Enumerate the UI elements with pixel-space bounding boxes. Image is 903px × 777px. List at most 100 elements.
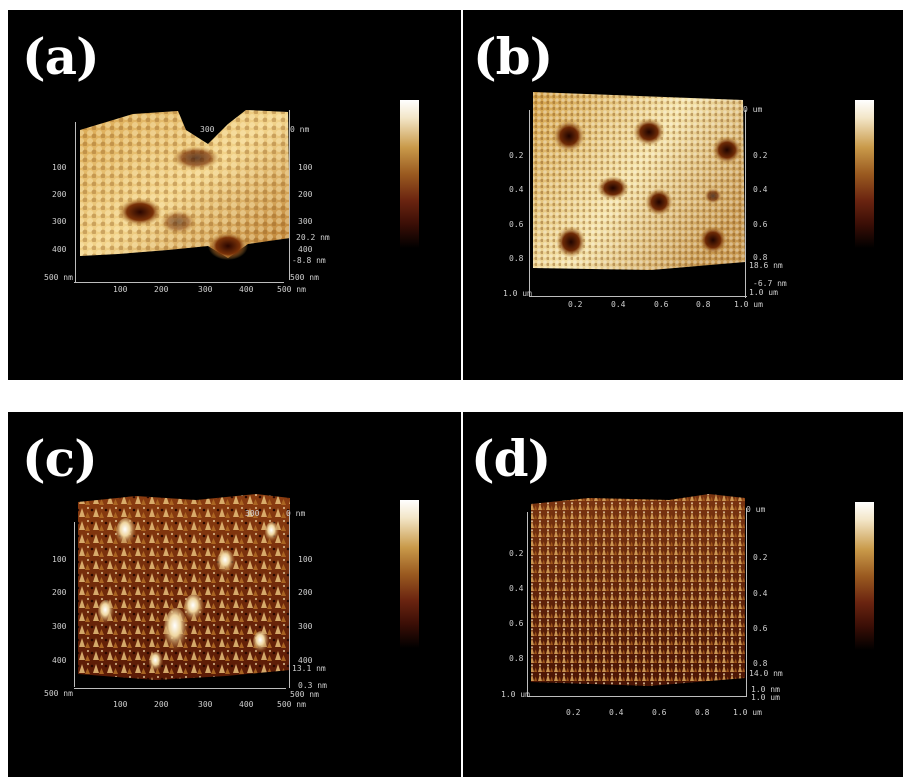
color-scale-bar-a [400, 100, 419, 248]
right-tick-a: 200 [298, 190, 313, 199]
afm-panel-b: (b) 0.2 0.4 0.6 0.8 1.0 um 0 um 0 [463, 10, 903, 380]
right-tick-c: 400 [298, 656, 313, 665]
panel-label-a: (a) [22, 27, 100, 86]
axis-line-d [746, 508, 747, 696]
z-label-b: -6.7 nm [753, 279, 787, 288]
left-tick-a: 500 nm [44, 273, 73, 282]
right-tick-c: 200 [298, 588, 313, 597]
right-tick-d: 0.6 [753, 624, 768, 633]
left-tick-d: 0.8 [509, 654, 524, 663]
axis-line-d [527, 512, 528, 696]
axis-line-b [745, 110, 746, 298]
left-tick-a: 100 [52, 163, 67, 172]
bottom-tick-d: 0.4 [609, 708, 624, 717]
left-tick-a: 200 [52, 190, 67, 199]
left-tick-c: 100 [52, 555, 67, 564]
axis-line-d [527, 696, 747, 697]
z-label-c: 0.3 nm [298, 681, 327, 690]
right-tick-d: 0.4 [753, 589, 768, 598]
bottom-tick-a: 100 [113, 285, 128, 294]
z-label-c: 13.1 nm [292, 664, 326, 673]
axis-line-b [529, 296, 747, 297]
left-tick-c: 200 [52, 588, 67, 597]
right-tick-d: 0 um [746, 505, 766, 514]
afm-surface-b [533, 92, 745, 270]
color-scale-bar-d [855, 502, 874, 650]
left-tick-d: 0.2 [509, 549, 524, 558]
top-tick-a: 300 [200, 125, 215, 134]
z-label-a: -8.8 nm [292, 256, 326, 265]
right-tick-c: 100 [298, 555, 313, 564]
left-tick-b: 1.0 um [503, 289, 532, 298]
z-label-d: 1.0 um [751, 693, 780, 702]
z-label-b: 18.6 nm [749, 261, 783, 270]
panel-label-d: (d) [471, 429, 551, 488]
right-tick-b: 0.4 [753, 185, 768, 194]
bottom-tick-c: 400 [239, 700, 254, 709]
panel-label-b: (b) [473, 27, 553, 86]
z-label-d: 14.0 nm [749, 669, 783, 678]
z-label-d: 1.0 nm [751, 685, 780, 694]
z-label-a: 20.2 nm [296, 233, 330, 242]
left-tick-a: 300 [52, 217, 67, 226]
z-label-b: 1.0 um [749, 288, 778, 297]
left-tick-b: 0.2 [509, 151, 524, 160]
panel-label-c: (c) [22, 429, 98, 488]
bottom-tick-d: 0.2 [566, 708, 581, 717]
afm-surface-a [80, 110, 290, 260]
bottom-tick-a: 300 [198, 285, 213, 294]
bottom-tick-c: 500 nm [277, 700, 306, 709]
afm-panel-a: (a) 300 100 200 300 400 500 nm 0 nm 100 [8, 10, 461, 380]
left-tick-b: 0.6 [509, 220, 524, 229]
left-tick-d: 0.6 [509, 619, 524, 628]
axis-line-a [74, 282, 284, 283]
left-tick-c: 500 nm [44, 689, 73, 698]
bottom-tick-d: 1.0 um [733, 708, 762, 717]
top-tick-c: 300 [245, 509, 260, 518]
bottom-tick-d: 0.8 [695, 708, 710, 717]
z-label-a: 500 nm [290, 273, 319, 282]
right-tick-c: 300 [298, 622, 313, 631]
bottom-tick-b: 0.6 [654, 300, 669, 309]
afm-surface-c [78, 494, 290, 680]
bottom-tick-a: 500 nm [277, 285, 306, 294]
axis-line-a [75, 122, 76, 282]
left-tick-a: 400 [52, 245, 67, 254]
axis-line-a [289, 110, 290, 280]
right-tick-d: 0.8 [753, 659, 768, 668]
bottom-tick-a: 200 [154, 285, 169, 294]
left-tick-c: 400 [52, 656, 67, 665]
right-tick-a: 100 [298, 163, 313, 172]
bottom-tick-b: 1.0 um [734, 300, 763, 309]
color-scale-bar-b [855, 100, 874, 248]
left-tick-c: 300 [52, 622, 67, 631]
bottom-tick-a: 400 [239, 285, 254, 294]
right-tick-a: 300 [298, 217, 313, 226]
afm-panel-d: (d) 0.2 0.4 0.6 0.8 1.0 um 0 um 0.2 0.4 … [463, 412, 903, 777]
axis-line-c [74, 688, 286, 689]
right-tick-a: 0 nm [290, 125, 310, 134]
bottom-tick-b: 0.4 [611, 300, 626, 309]
right-tick-b: 0.8 [753, 253, 768, 262]
bottom-tick-c: 100 [113, 700, 128, 709]
bottom-tick-b: 0.8 [696, 300, 711, 309]
bottom-tick-d: 0.6 [652, 708, 667, 717]
axis-line-b [529, 110, 530, 296]
color-scale-bar-c [400, 500, 419, 648]
left-tick-b: 0.8 [509, 254, 524, 263]
right-tick-b: 0 um [743, 105, 763, 114]
afm-surface-d [531, 494, 745, 686]
bottom-tick-c: 300 [198, 700, 213, 709]
left-tick-d: 0.4 [509, 584, 524, 593]
axis-line-c [289, 512, 290, 688]
bottom-tick-b: 0.2 [568, 300, 583, 309]
right-tick-c: 0 nm [286, 509, 306, 518]
bottom-tick-c: 200 [154, 700, 169, 709]
z-label-c: 500 nm [290, 690, 319, 699]
right-tick-b: 0.2 [753, 151, 768, 160]
afm-panel-c: (c) 300 100 20 [8, 412, 461, 777]
left-tick-b: 0.4 [509, 185, 524, 194]
right-tick-d: 0.2 [753, 553, 768, 562]
left-tick-d: 1.0 um [501, 690, 530, 699]
right-tick-b: 0.6 [753, 220, 768, 229]
